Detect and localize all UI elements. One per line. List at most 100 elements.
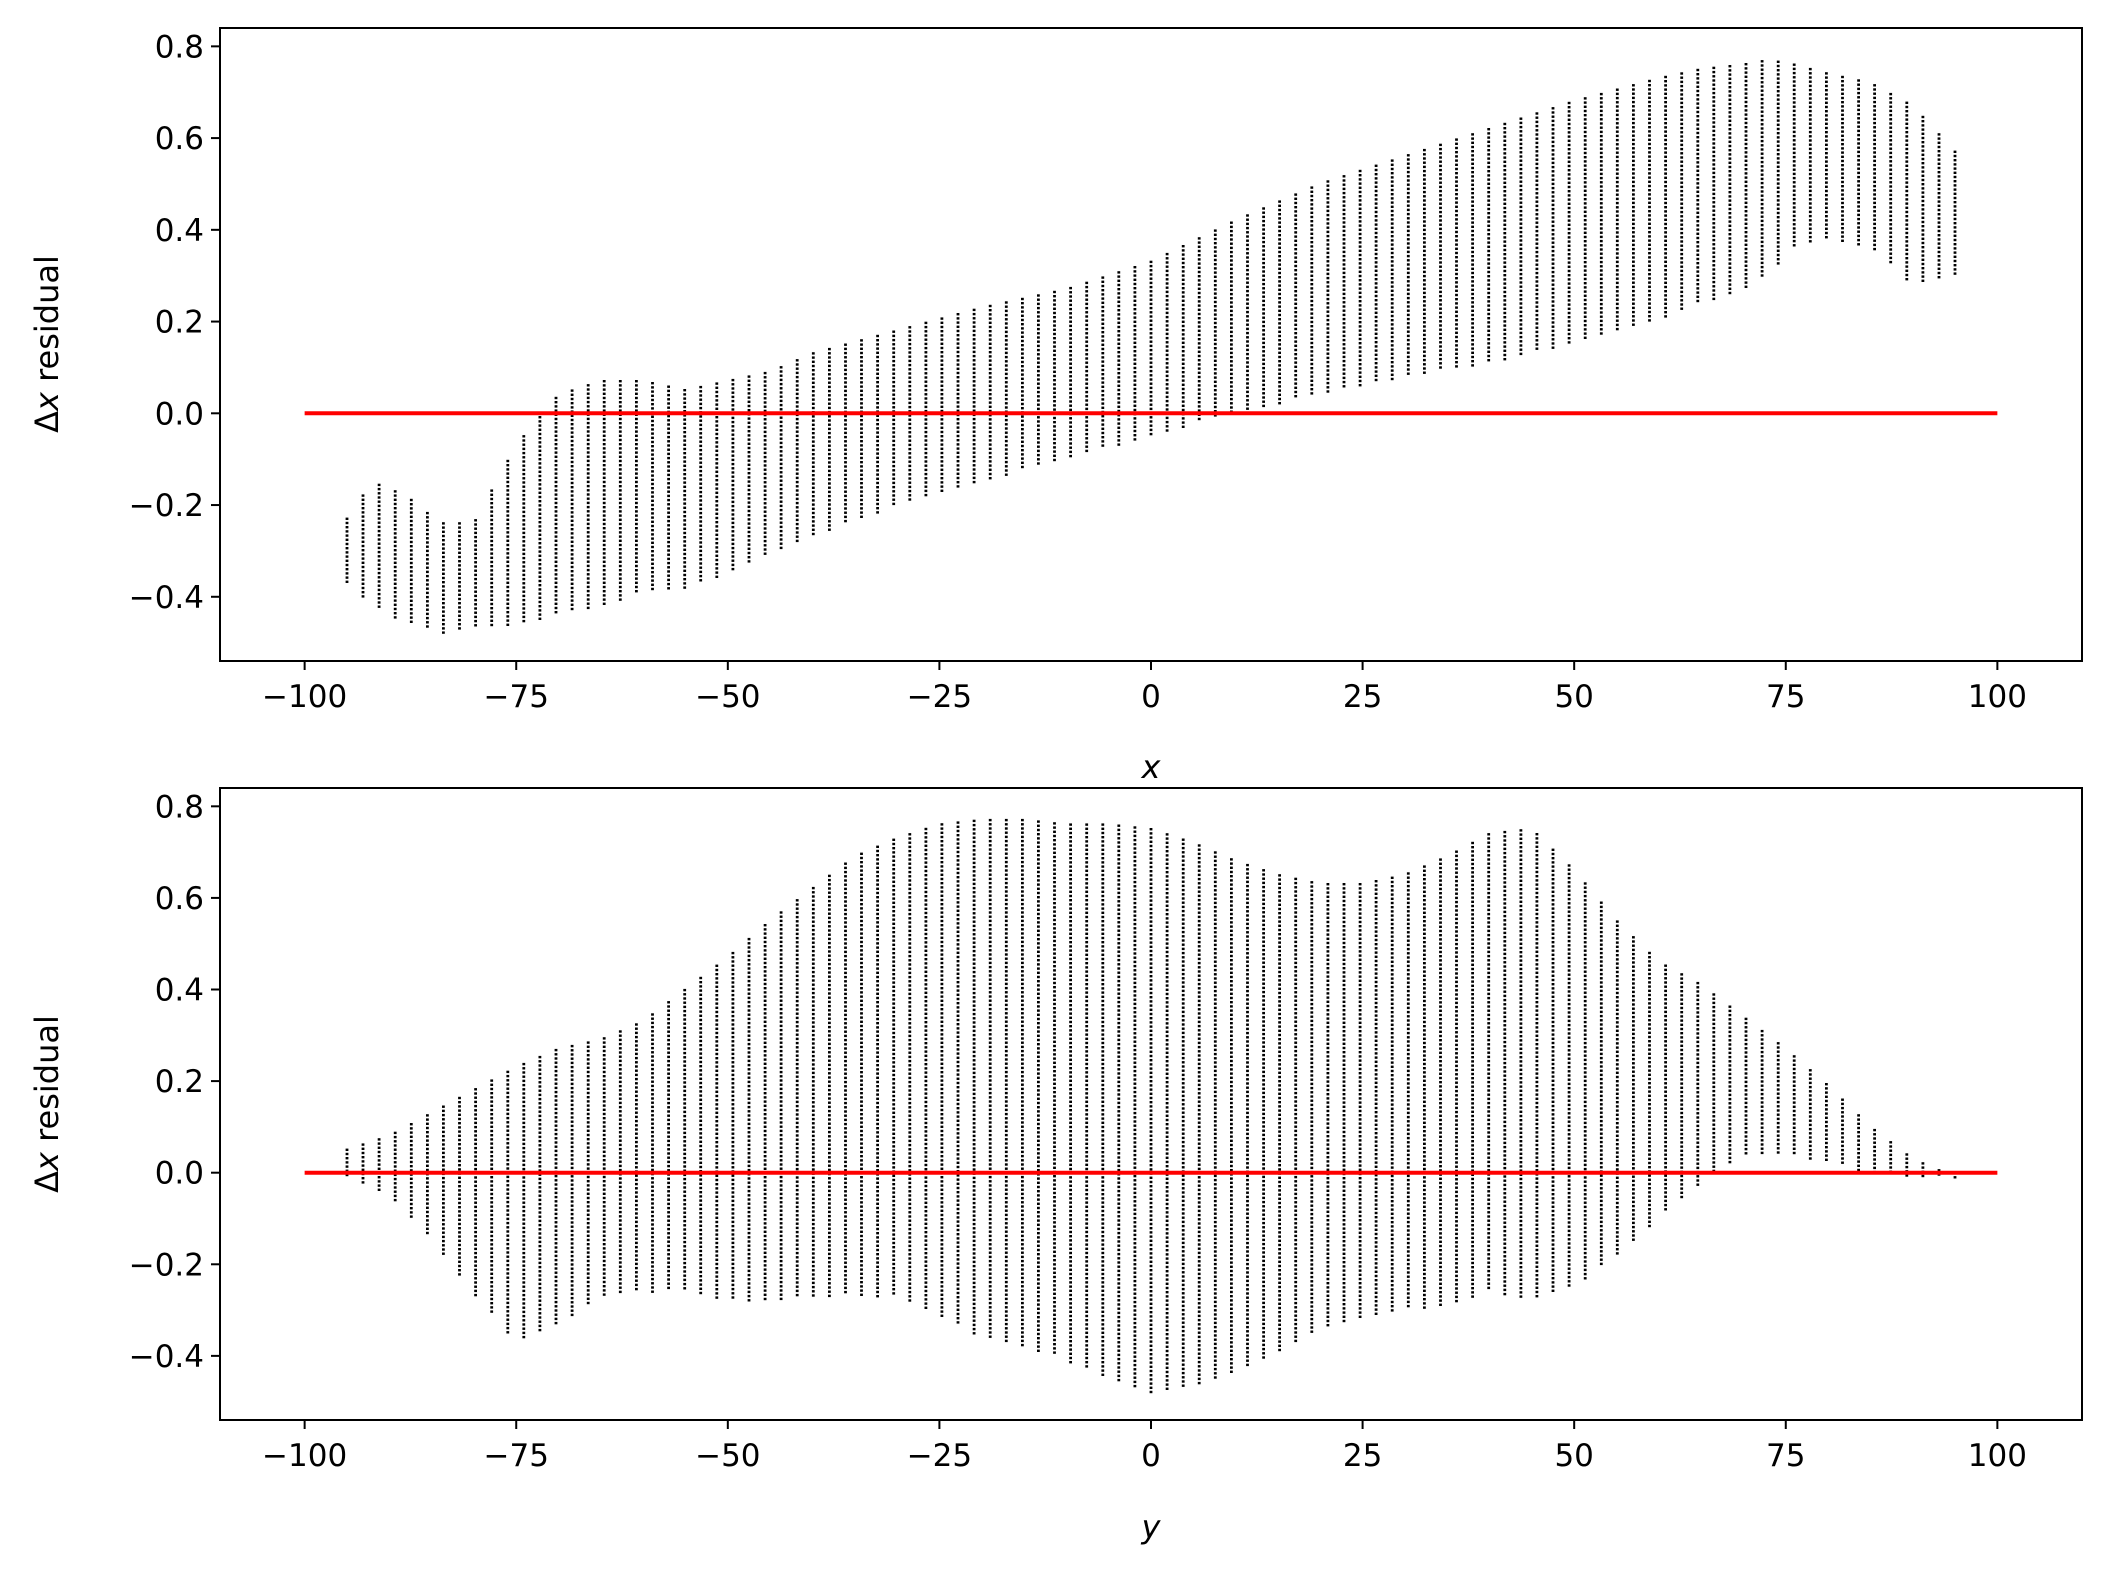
data-point [956, 468, 960, 471]
data-point [828, 423, 831, 426]
data-point [538, 579, 542, 583]
data-point [1181, 375, 1185, 378]
data-point [1471, 255, 1474, 258]
data-point [683, 447, 687, 451]
data-point [602, 388, 606, 391]
data-point [1133, 299, 1137, 302]
data-point [1455, 314, 1458, 318]
data-point [1262, 236, 1265, 240]
data-point [1358, 354, 1362, 357]
data-point [409, 1186, 413, 1189]
data-point [1358, 346, 1362, 349]
data-point [1937, 200, 1941, 203]
data-point [811, 394, 815, 397]
data-point [538, 617, 542, 620]
data-point [377, 576, 381, 579]
data-point [1021, 419, 1024, 422]
data-point [1503, 223, 1507, 226]
data-point [506, 527, 510, 530]
data-point [908, 397, 912, 400]
data-point [1326, 285, 1330, 288]
data-point [1246, 235, 1249, 238]
data-point [1808, 227, 1812, 230]
data-point [1326, 297, 1330, 301]
data-point [763, 401, 767, 404]
data-point [1599, 319, 1603, 323]
data-point [1632, 147, 1635, 150]
data-point [1648, 134, 1651, 137]
data-point [715, 395, 719, 398]
data-point [442, 589, 445, 592]
data-point [1390, 218, 1394, 221]
data-point [538, 416, 542, 419]
data-point [1390, 264, 1394, 267]
data-point [1889, 214, 1893, 218]
data-point [1680, 219, 1684, 222]
data-point [651, 386, 654, 389]
data-point [602, 430, 606, 433]
data-point [1342, 326, 1346, 329]
data-point [1776, 144, 1780, 147]
data-point [635, 480, 638, 484]
data-point [876, 423, 879, 426]
data-point [1230, 385, 1233, 388]
data-point [1712, 268, 1716, 271]
data-point [570, 460, 574, 464]
data-point [618, 577, 622, 580]
data-point [1905, 265, 1909, 268]
data-point [860, 423, 863, 426]
data-point [1744, 113, 1748, 116]
data-point [1390, 285, 1394, 288]
data-point [1117, 430, 1121, 434]
data-point [1664, 117, 1667, 121]
data-point [1278, 246, 1281, 249]
data-point [1310, 194, 1314, 198]
data-point [1760, 135, 1764, 139]
data-point [1792, 76, 1796, 79]
data-point [1905, 131, 1909, 134]
x-tick-label: −50 [695, 679, 760, 715]
data-point [474, 1289, 477, 1293]
data-point [474, 1134, 477, 1137]
data-point-column [1841, 75, 1844, 242]
data-point [1294, 201, 1298, 205]
data-point [1197, 346, 1201, 349]
data-point [1455, 172, 1458, 175]
data-point [1792, 185, 1796, 188]
data-point [972, 350, 976, 354]
data-point [699, 436, 703, 439]
data-point [1615, 172, 1619, 175]
data-point [490, 510, 494, 513]
data-point [1889, 101, 1893, 104]
data-point [1406, 158, 1410, 161]
data-point [747, 442, 751, 445]
data-point [1213, 376, 1217, 379]
data-point [844, 503, 847, 506]
data-point [1792, 97, 1796, 100]
data-point [828, 356, 831, 359]
data-point [1406, 229, 1410, 233]
data-point [393, 616, 397, 619]
data-point [361, 532, 365, 535]
data-point [1648, 193, 1651, 196]
data-point [1905, 257, 1909, 260]
data-point [1053, 379, 1056, 382]
data-point [1439, 328, 1442, 331]
data-point [860, 385, 863, 388]
data-point [1374, 198, 1378, 201]
data-point [1294, 290, 1298, 293]
data-point [908, 334, 912, 337]
data-point [522, 527, 526, 530]
data-point [795, 359, 799, 362]
data-point [892, 393, 896, 396]
data-point [731, 517, 735, 520]
data-point-column [1294, 193, 1298, 398]
data-point [779, 462, 783, 466]
data-point [1648, 306, 1651, 309]
data-point [522, 619, 526, 623]
data-point [651, 482, 654, 486]
data-point [972, 354, 976, 358]
data-point [1664, 243, 1667, 247]
data-point [988, 380, 992, 383]
data-point [1599, 206, 1603, 209]
